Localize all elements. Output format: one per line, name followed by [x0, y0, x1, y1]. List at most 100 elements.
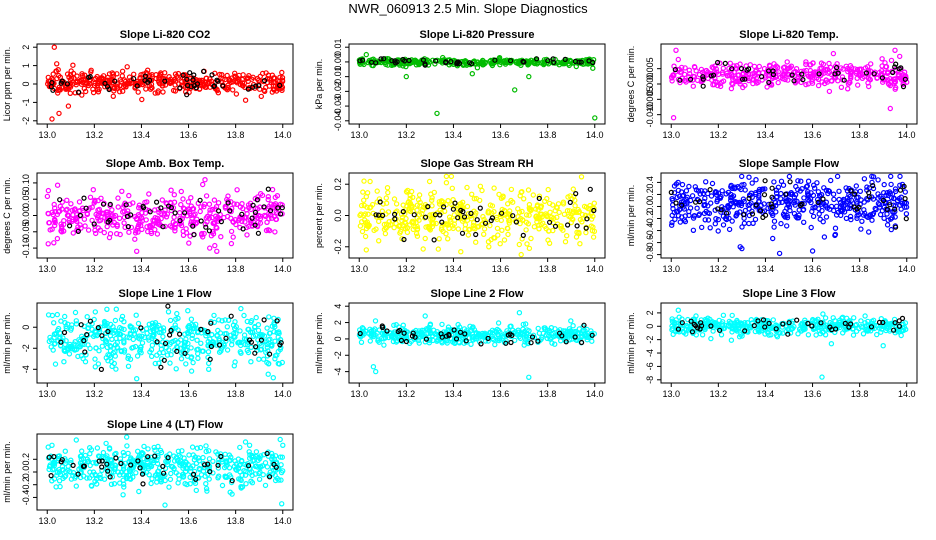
data-point [54, 61, 60, 67]
data-point [238, 477, 244, 483]
data-point [832, 231, 839, 238]
data-point [115, 469, 121, 475]
data-point [194, 219, 200, 226]
data-point [817, 65, 823, 72]
data-point [517, 335, 524, 342]
data-point [267, 469, 273, 475]
data-point [892, 214, 898, 220]
highlight-point [783, 191, 789, 197]
data-point [526, 201, 533, 208]
data-point [235, 465, 242, 471]
data-point [191, 457, 198, 463]
data-point [826, 69, 833, 75]
data-point [156, 360, 162, 366]
data-point [145, 464, 151, 470]
highlight-point [57, 197, 63, 203]
data-point [106, 234, 113, 241]
data-point [151, 207, 158, 213]
data-point [57, 203, 64, 210]
data-point [820, 311, 826, 317]
data-point [199, 181, 206, 188]
highlight-point [437, 212, 443, 218]
data-point [172, 228, 178, 234]
data-point [795, 331, 801, 337]
data-point [85, 227, 92, 233]
data-point [854, 213, 860, 219]
highlight-point [710, 72, 717, 78]
chart-title: Slope Line 3 Flow [743, 288, 836, 300]
data-point [486, 209, 492, 216]
data-point [153, 327, 160, 333]
highlight-point [410, 330, 416, 336]
highlight-point [897, 187, 904, 193]
highlight-point [698, 320, 704, 326]
data-point [876, 325, 882, 331]
data-point [232, 319, 238, 325]
y-tick-label: 0.2 [645, 188, 655, 201]
data-point [111, 214, 117, 220]
data-point [776, 199, 782, 206]
data-point [255, 327, 262, 334]
data-point [526, 245, 533, 252]
data-point [739, 182, 745, 188]
data-point [870, 174, 877, 180]
data-point [422, 235, 428, 242]
highlight-point [403, 338, 409, 345]
data-point [777, 74, 784, 81]
data-point [119, 188, 125, 194]
data-point [792, 68, 798, 75]
highlight-point [898, 65, 904, 71]
data-point [130, 474, 136, 480]
data-point [231, 201, 237, 207]
data-point [798, 322, 804, 328]
data-point [753, 67, 760, 73]
highlight-point [673, 200, 679, 206]
data-point [379, 208, 385, 214]
data-point [816, 69, 823, 75]
data-point [156, 329, 162, 336]
data-point [470, 222, 476, 229]
highlight-point [125, 224, 131, 230]
data-point [489, 210, 495, 216]
x-tick-label: 13.4 [757, 130, 775, 140]
data-point [55, 209, 62, 215]
data-point [51, 476, 58, 482]
data-point [815, 82, 822, 89]
highlight-point [700, 76, 706, 82]
data-point [847, 62, 854, 69]
highlight-point [786, 320, 792, 326]
data-point [252, 332, 259, 338]
data-point [125, 355, 131, 362]
highlight-point [520, 232, 526, 238]
highlight-point [528, 340, 534, 346]
highlight-point [194, 81, 200, 87]
data-point [734, 319, 741, 325]
data-point [720, 222, 727, 228]
data-point [224, 86, 231, 93]
data-point [152, 360, 158, 367]
data-point [535, 325, 541, 332]
data-point [190, 463, 196, 469]
data-point [887, 75, 893, 82]
data-point [481, 231, 487, 237]
data-point [133, 312, 139, 318]
data-point [85, 458, 92, 464]
data-point [828, 341, 835, 347]
data-point [570, 323, 576, 329]
data-point [717, 60, 723, 66]
data-point [720, 213, 727, 219]
data-point [148, 480, 154, 487]
data-point [699, 332, 706, 338]
data-point [391, 224, 397, 231]
data-point [158, 71, 164, 78]
data-point [124, 443, 130, 449]
data-point [249, 222, 255, 229]
highlight-point [87, 318, 94, 324]
highlight-point [461, 214, 468, 220]
data-point [510, 327, 516, 333]
highlight-point [83, 205, 89, 211]
highlight-point [508, 339, 514, 346]
data-point [481, 332, 488, 338]
